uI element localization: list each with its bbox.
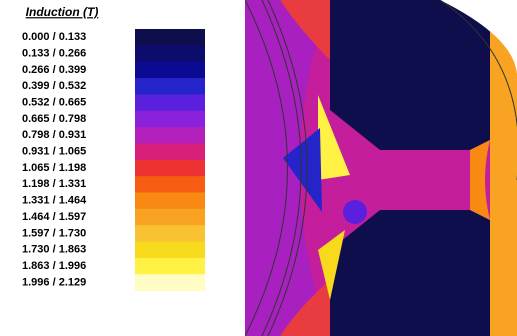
- legend-swatch: [135, 159, 205, 177]
- legend-swatch: [135, 110, 205, 128]
- legend-label: 1.331 / 1.464: [22, 195, 87, 207]
- legend-label: 1.065 / 1.198: [22, 162, 86, 174]
- legend-label: 1.863 / 1.996: [22, 260, 86, 272]
- legend-swatch: [135, 61, 205, 79]
- legend-label: 0.133 / 0.266: [22, 47, 86, 59]
- legend-label: 0.931 / 1.065: [22, 146, 86, 158]
- field-plot: [245, 0, 517, 336]
- legend-swatch: [135, 78, 205, 95]
- legend-label: 1.198 / 1.331: [22, 178, 86, 190]
- legend-swatch: [135, 257, 205, 275]
- legend-swatch: [135, 176, 205, 193]
- legend-swatch: [135, 143, 205, 161]
- legend-label: 0.399 / 0.532: [22, 80, 86, 92]
- legend-label: 1.996 / 2.129: [22, 276, 86, 288]
- legend-label: 0.798 / 0.931: [22, 129, 86, 141]
- legend-title: Induction (T): [26, 5, 99, 19]
- legend-swatch: [135, 192, 205, 210]
- legend: 0.000 / 0.133 0.133 / 0.266 0.266 / 0.399 0…: [22, 29, 205, 292]
- legend-label: 1.730 / 1.863: [22, 244, 86, 256]
- legend-swatch: [135, 29, 205, 46]
- legend-label: 1.464 / 1.597: [22, 211, 86, 223]
- legend-swatch: [135, 274, 205, 292]
- legend-swatch: [135, 45, 205, 63]
- legend-label: 0.532 / 0.665: [22, 96, 86, 108]
- legend-label: 1.597 / 1.730: [22, 227, 86, 239]
- legend-swatch: [135, 127, 205, 144]
- legend-swatch: [135, 94, 205, 112]
- legend-swatch: [135, 241, 205, 259]
- legend-label: 0.000 / 0.133: [22, 31, 86, 43]
- legend-label: 0.665 / 0.798: [22, 113, 86, 125]
- legend-swatch: [135, 208, 205, 226]
- legend-label: 0.266 / 0.399: [22, 64, 86, 76]
- legend-swatch: [135, 225, 205, 243]
